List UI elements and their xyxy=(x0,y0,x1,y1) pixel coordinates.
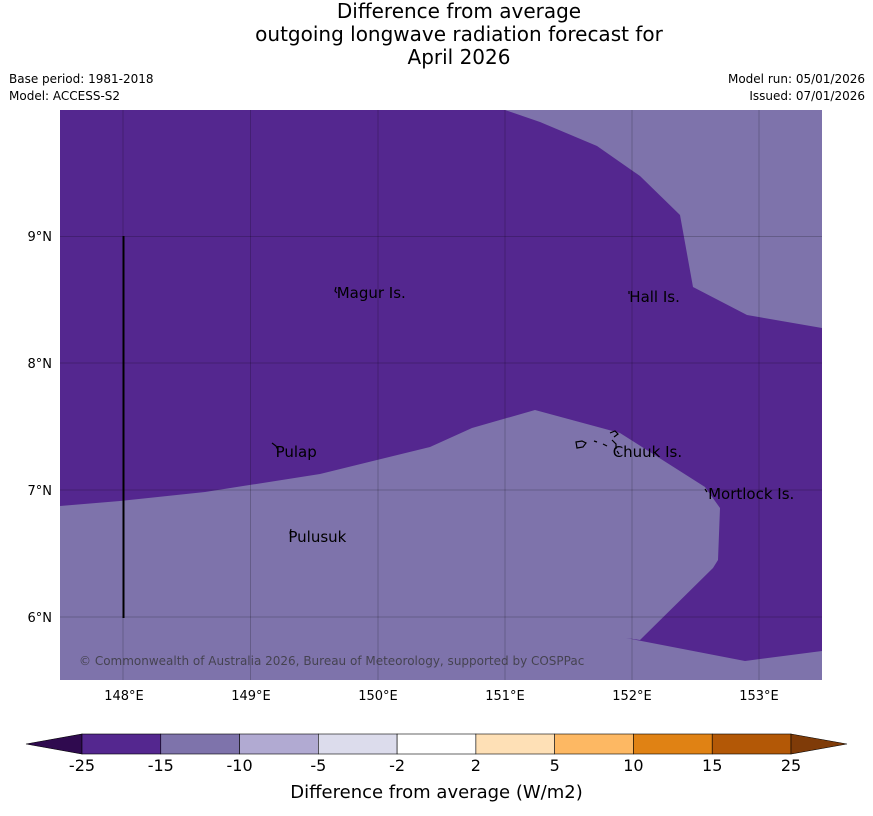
map-title: Difference from average outgoing longwav… xyxy=(0,0,873,69)
lat-tick-label: 9°N xyxy=(28,230,53,245)
map-plot-area: Magur Is. Hall Is. Pulap Chuuk Is. Mortlock … xyxy=(60,110,822,680)
lat-tick-label: 6°N xyxy=(28,611,53,626)
island-pulap xyxy=(271,442,279,451)
place-label: Hall Is. xyxy=(629,288,680,306)
colorbar-tick-labels: -25 -15 -10 -5 -2 2 5 10 15 25 xyxy=(69,756,801,775)
title-line-3: April 2026 xyxy=(407,45,511,69)
island-chuuk xyxy=(575,430,620,455)
lon-tick-label: 148°E xyxy=(104,689,144,704)
colorbar-tick-label: -25 xyxy=(69,756,95,775)
base-period: Base period: 1981-2018 xyxy=(9,72,154,86)
colorbar-tick-label: 5 xyxy=(550,756,560,775)
lon-tick-label: 150°E xyxy=(358,689,398,704)
colorbar-segment xyxy=(81,733,162,755)
lon-tick-label: 152°E xyxy=(612,689,652,704)
colorbar-tick-label: 15 xyxy=(702,756,722,775)
longitude-ticks: 148°E 149°E 150°E 151°E 152°E 153°E xyxy=(104,689,779,704)
copyright-note: © Commonwealth of Australia 2026, Bureau… xyxy=(79,654,584,668)
colorbar-segments xyxy=(81,733,792,755)
place-label: Chuuk Is. xyxy=(613,443,682,461)
place-labels: Magur Is. Hall Is. Pulap Chuuk Is. Mortlock … xyxy=(276,284,795,546)
island-magur xyxy=(334,286,338,294)
colorbar-segment xyxy=(318,733,398,755)
meta-left: Base period: 1981-2018 Model: ACCESS-S2 xyxy=(9,71,154,105)
colorbar-tick-label: 25 xyxy=(781,756,801,775)
island-mortlock xyxy=(704,488,708,493)
colorbar-max-extension xyxy=(790,733,848,755)
title-line-1: Difference from average xyxy=(336,0,582,23)
lat-tick-label: 8°N xyxy=(28,357,53,372)
colorbar-tick-label: -2 xyxy=(389,756,405,775)
colorbar-title: Difference from average (W/m2) xyxy=(290,782,582,803)
title-line-2: outgoing longwave radiation forecast for xyxy=(255,22,663,46)
model-name: Model: ACCESS-S2 xyxy=(9,89,121,103)
issued-date: Issued: 07/01/2026 xyxy=(749,89,865,103)
colorbar-segment xyxy=(475,733,555,755)
colorbar-tick-label: -15 xyxy=(148,756,174,775)
colorbar-segment xyxy=(711,733,792,755)
place-label: Pulap xyxy=(276,443,317,461)
colorbar: -25 -15 -10 -5 -2 2 5 10 15 25 Difference from av… xyxy=(25,733,848,803)
place-label: Mortlock Is. xyxy=(708,485,794,503)
colorbar-segment xyxy=(160,733,240,755)
island-pulusuk xyxy=(289,528,292,536)
lon-tick-label: 149°E xyxy=(231,689,271,704)
lon-tick-label: 151°E xyxy=(485,689,525,704)
colorbar-tick-label: -10 xyxy=(226,756,252,775)
colorbar-min-extension xyxy=(25,733,83,755)
colorbar-tick-label: 10 xyxy=(623,756,643,775)
colorbar-segment xyxy=(554,733,634,755)
place-label: Magur Is. xyxy=(337,284,406,302)
lon-tick-label: 153°E xyxy=(739,689,779,704)
colorbar-segment xyxy=(396,733,477,755)
latitude-ticks: 9°N 8°N 7°N 6°N xyxy=(28,230,53,626)
meta-right: Model run: 05/01/2026 Issued: 07/01/2026 xyxy=(728,71,865,105)
lat-tick-label: 7°N xyxy=(28,484,53,499)
colorbar-segment xyxy=(633,733,713,755)
anomaly-band-minus15-to-minus10-south xyxy=(60,410,822,680)
colorbar-segment xyxy=(239,733,319,755)
colorbar-tick-label: 2 xyxy=(471,756,481,775)
island-outlines xyxy=(271,286,708,536)
colorbar-tick-label: -5 xyxy=(310,756,326,775)
place-label: Pulusuk xyxy=(288,528,346,546)
model-run: Model run: 05/01/2026 xyxy=(727,72,865,86)
